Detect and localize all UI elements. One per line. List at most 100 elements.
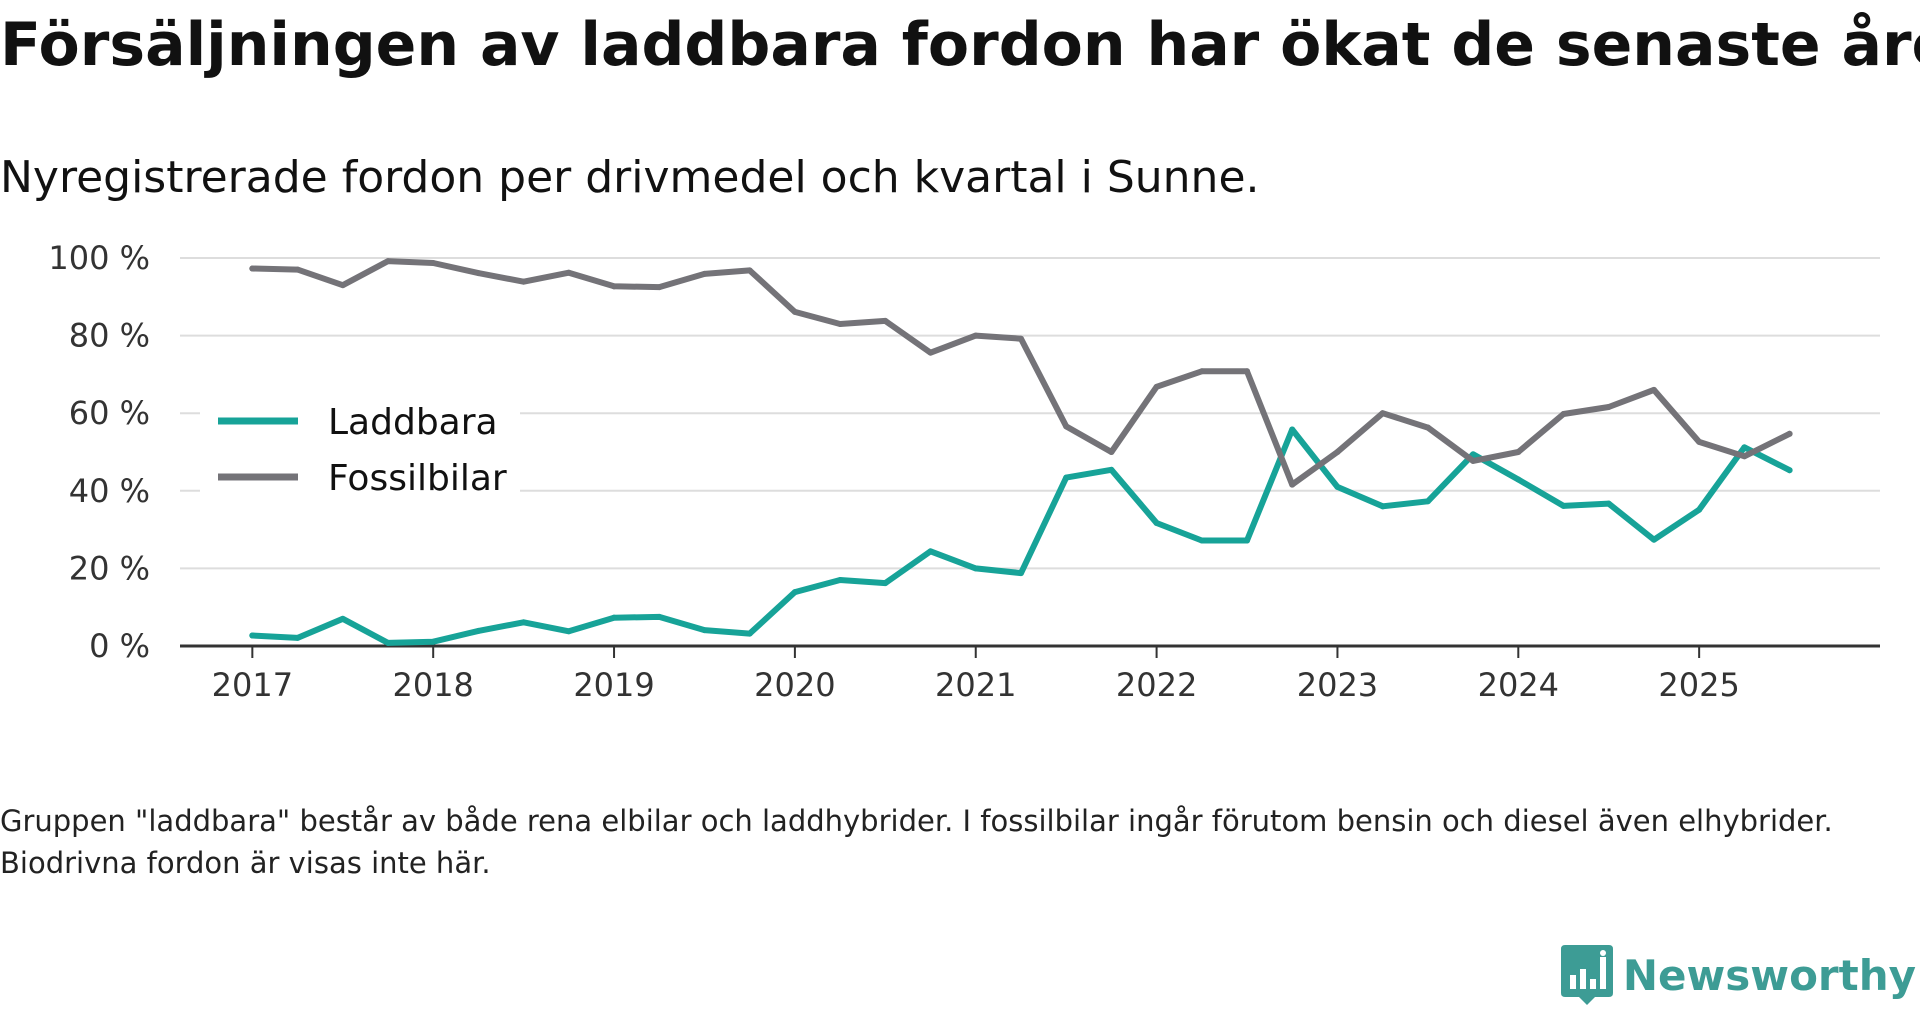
legend-label: Fossilbilar: [328, 458, 507, 499]
data-point: [249, 265, 256, 272]
data-point: [1470, 451, 1477, 458]
data-point: [1198, 537, 1205, 544]
x-tick-label: 2019: [573, 666, 654, 704]
data-point: [1650, 386, 1657, 393]
data-point: [927, 548, 934, 555]
data-point: [565, 269, 572, 276]
data-point: [1515, 449, 1522, 455]
data-point: [746, 630, 753, 637]
data-point: [656, 284, 663, 291]
data-point: [520, 619, 527, 626]
newsworthy-logo-icon: [1560, 945, 1613, 1005]
data-point: [1017, 570, 1024, 577]
data-point: [701, 627, 708, 634]
data-point: [384, 258, 391, 265]
data-point: [1063, 423, 1070, 430]
data-point: [1696, 506, 1703, 513]
x-axis: 2017 2018 2019 2020 2021 2022 2023 2024 2025: [180, 644, 1880, 704]
data-point: [837, 577, 844, 584]
data-point: [791, 589, 798, 596]
data-point: [384, 639, 391, 646]
data-point: [1515, 476, 1522, 483]
x-tick-label: 2024: [1478, 666, 1559, 704]
gridlines: [180, 257, 1880, 570]
data-point: [1244, 537, 1251, 544]
data-point: [1334, 483, 1341, 490]
data-point: [1334, 449, 1341, 455]
data-point: [1605, 403, 1612, 410]
data-point: [1289, 481, 1296, 488]
data-point: [1786, 467, 1793, 474]
y-tick-label: 60 %: [69, 394, 150, 432]
data-point: [1741, 444, 1748, 451]
data-point: [837, 320, 844, 327]
data-point: [791, 308, 798, 315]
x-tick-label: 2020: [754, 666, 835, 704]
data-point: [1605, 500, 1612, 507]
data-point: [1560, 410, 1567, 417]
data-point: [1108, 466, 1115, 473]
data-point: [1379, 503, 1386, 510]
data-point: [701, 270, 708, 277]
data-point: [1063, 474, 1070, 481]
legend-label: Laddbara: [328, 402, 498, 443]
data-point: [1650, 536, 1657, 543]
y-tick-label: 20 %: [69, 549, 150, 587]
data-point: [882, 580, 889, 587]
y-tick-label: 40 %: [69, 472, 150, 510]
data-point: [1289, 426, 1296, 433]
data-point: [1244, 368, 1251, 375]
data-point: [430, 638, 437, 645]
legend-background: [200, 390, 520, 515]
chart-subtitle: Nyregistrerade fordon per drivmedel och …: [0, 152, 1260, 203]
data-point: [1108, 449, 1115, 455]
data-point: [972, 565, 979, 572]
data-point: [1017, 335, 1024, 342]
y-tick-label: 80 %: [69, 317, 150, 355]
data-point: [611, 614, 618, 621]
data-point: [1560, 502, 1567, 509]
data-point: [1153, 520, 1160, 527]
data-point: [475, 627, 482, 634]
data-point: [1424, 424, 1431, 431]
data-point: [1379, 410, 1386, 417]
data-point: [565, 628, 572, 635]
data-point: [339, 282, 346, 289]
y-axis-labels: 0 % 20 % 40 % 60 % 80 % 100 %: [48, 239, 150, 665]
data-point: [294, 266, 301, 273]
data-point: [1153, 383, 1160, 390]
data-point: [249, 632, 256, 639]
data-point: [611, 283, 618, 290]
x-tick-label: 2021: [935, 666, 1016, 704]
data-point: [746, 267, 753, 274]
brand-name: Newsworthy: [1622, 950, 1916, 1000]
chart-title: Försäljningen av laddbara fordon har öka…: [0, 10, 1920, 80]
y-tick-label: 0 %: [89, 627, 150, 665]
y-tick-label: 100 %: [48, 239, 150, 277]
data-point: [927, 349, 934, 356]
data-point: [520, 278, 527, 285]
data-point: [430, 260, 437, 267]
data-point: [1696, 438, 1703, 445]
series-lines: [249, 258, 1793, 646]
data-point: [1424, 498, 1431, 505]
data-point: [1470, 457, 1477, 464]
data-point: [1198, 368, 1205, 375]
data-point: [1741, 453, 1748, 460]
line-chart: 0 % 20 % 40 % 60 % 80 % 100 % 2017 2018 2019 202…: [48, 239, 1880, 704]
x-tick-label: 2025: [1658, 666, 1739, 704]
x-tick-label: 2017: [212, 666, 293, 704]
legend: Laddbara Fossilbilar: [200, 390, 520, 515]
data-point: [475, 270, 482, 277]
x-tick-label: 2022: [1116, 666, 1197, 704]
x-tick-label: 2023: [1297, 666, 1378, 704]
data-point: [1786, 430, 1793, 437]
data-point: [972, 332, 979, 339]
data-point: [882, 317, 889, 324]
data-point: [339, 615, 346, 622]
data-point: [656, 613, 663, 620]
brand-logo: Newsworthy: [1560, 940, 1916, 1010]
data-point: [294, 634, 301, 641]
x-tick-label: 2018: [392, 666, 473, 704]
footnote: Gruppen "laddbara" består av både rena e…: [0, 804, 1833, 880]
